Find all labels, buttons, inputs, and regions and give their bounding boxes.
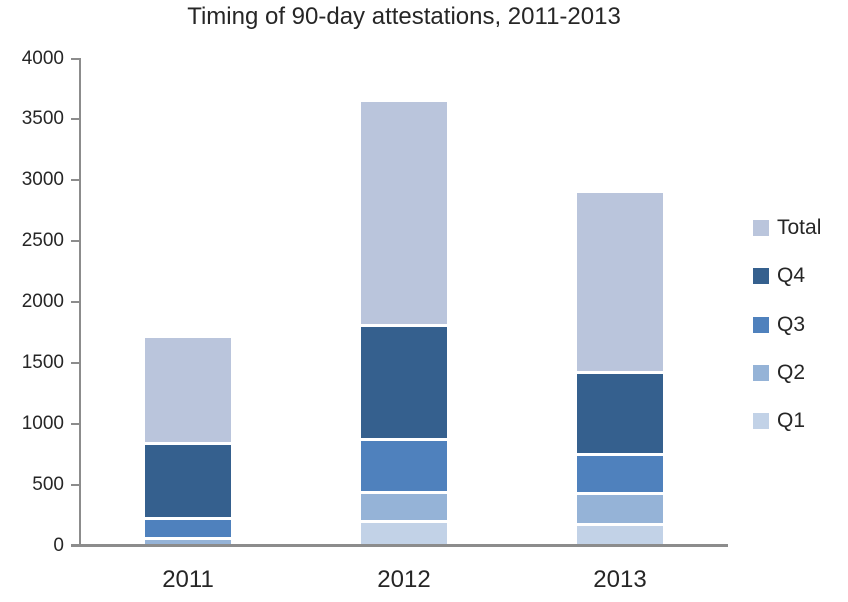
legend-item-q3: Q3: [753, 313, 806, 336]
bar-2011-segment-q2: [145, 537, 231, 546]
y-tick-mark: [71, 362, 80, 365]
y-tick-label: 1000: [21, 413, 64, 435]
legend-label: Q2: [777, 361, 806, 384]
y-tick-mark: [71, 484, 80, 487]
x-axis-label: 2013: [593, 566, 647, 593]
y-tick-mark: [71, 57, 80, 60]
bar-2011-segment-q4: [145, 441, 231, 517]
legend-label: Total: [777, 216, 822, 239]
y-tick-label: 500: [32, 474, 64, 496]
y-tick-mark: [71, 423, 80, 426]
y-tick-mark: [71, 301, 80, 304]
bar-2012-segment-total: [361, 102, 447, 324]
y-tick-mark: [71, 118, 80, 121]
bar-2013-segment-q3: [577, 452, 663, 493]
legend-item-q4: Q4: [753, 264, 806, 287]
legend-label: Q1: [777, 409, 806, 432]
bar-2012-segment-q3: [361, 437, 447, 491]
y-tick-label: 3000: [21, 169, 64, 191]
legend-swatch-icon: [753, 268, 769, 284]
legend-swatch-icon: [753, 317, 769, 333]
y-tick-label: 0: [53, 535, 64, 556]
legend-item-q2: Q2: [753, 361, 806, 384]
y-axis-line: [79, 58, 81, 547]
legend: Total Q4 Q3 Q2 Q1: [753, 0, 848, 602]
y-tick-label: 4000: [21, 47, 64, 69]
bar-2012-segment-q4: [361, 323, 447, 438]
y-tick-label: 2000: [21, 291, 64, 313]
legend-label: Q3: [777, 313, 806, 336]
y-tick-mark: [71, 240, 80, 243]
y-tick-mark: [71, 179, 80, 182]
x-axis-label: 2011: [162, 566, 214, 593]
bar-2013-segment-total: [577, 193, 663, 371]
chart-title: Timing of 90-day attestations, 2011-2013: [187, 3, 621, 30]
legend-label: Q4: [777, 264, 806, 287]
bar-2012-segment-q1: [361, 519, 447, 546]
bar-2013-segment-q1: [577, 523, 663, 546]
legend-swatch-icon: [753, 365, 769, 381]
y-tick-label: 2500: [21, 230, 64, 252]
bar-2012-segment-q2: [361, 490, 447, 520]
x-axis-line: [71, 544, 728, 547]
y-tick-label: 1500: [21, 352, 64, 374]
legend-swatch-icon: [753, 413, 769, 429]
legend-swatch-icon: [753, 220, 769, 236]
x-axis-label: 2012: [377, 566, 431, 593]
legend-item-total: Total: [753, 216, 822, 239]
y-tick-label: 3500: [21, 108, 64, 130]
bar-2013-segment-q2: [577, 492, 663, 524]
bar-2011-segment-q3: [145, 516, 231, 538]
bar-2011-segment-total: [145, 338, 231, 442]
legend-item-q1: Q1: [753, 409, 806, 432]
bar-2013-segment-q4: [577, 370, 663, 453]
